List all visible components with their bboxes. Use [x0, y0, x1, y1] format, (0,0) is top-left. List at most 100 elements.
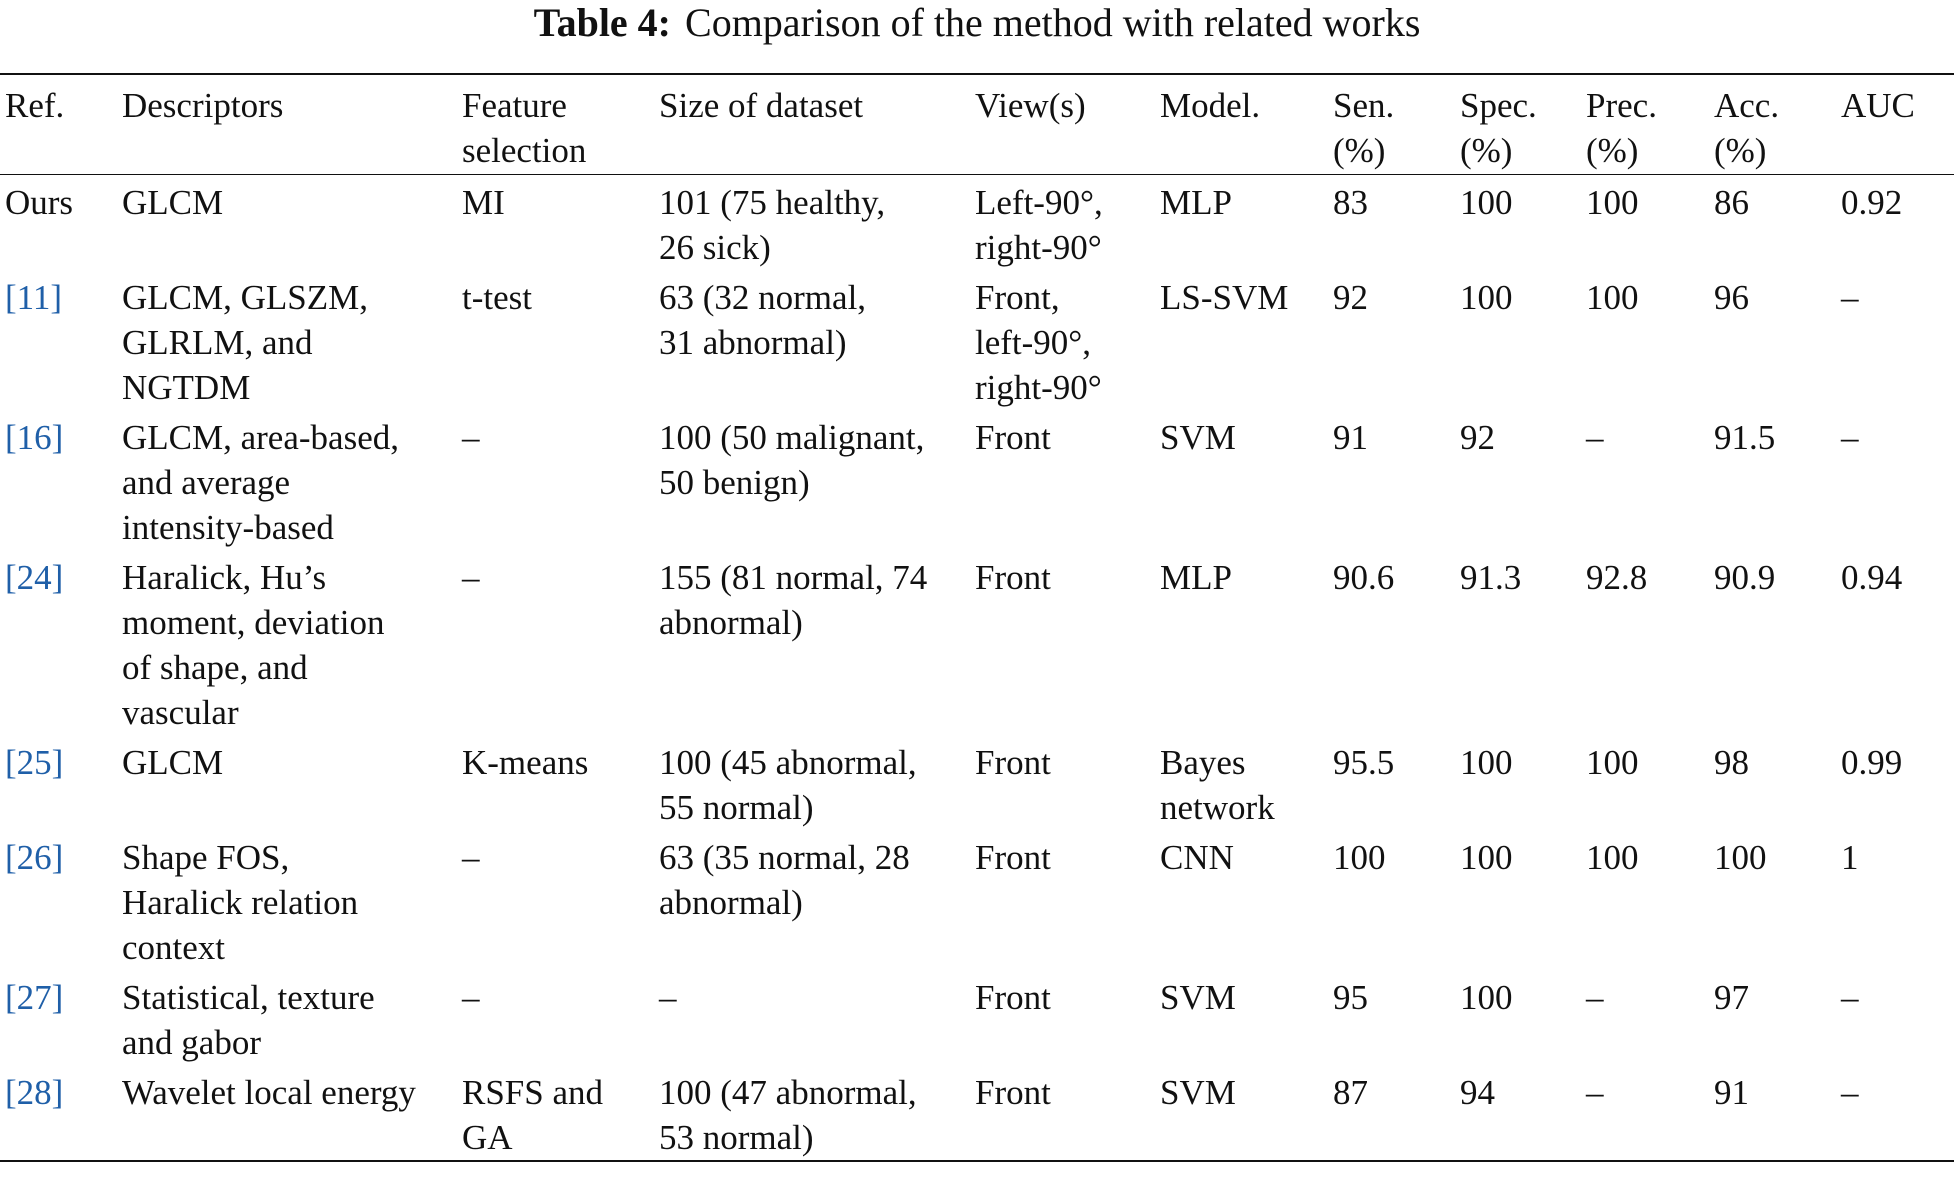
table-cell: Front	[970, 735, 1155, 830]
cell-line: 31 abnormal)	[659, 323, 847, 362]
cell-line: Front,	[975, 278, 1060, 317]
cell-line: 100	[1586, 278, 1639, 317]
table-cell: 155 (81 normal, 74 abnormal)	[654, 550, 970, 735]
table-row: [24] Haralick, Hu’s moment, deviation of sh…	[0, 550, 1954, 735]
cell-line: Ref.	[5, 86, 65, 125]
cell-line: moment, deviation	[122, 603, 385, 642]
table-row: [16] GLCM, area-based, and average intensit…	[0, 410, 1954, 550]
cell-line: 100	[1586, 743, 1639, 782]
table-cell: Wavelet local energy	[117, 1065, 457, 1161]
ref-cell: [16]	[0, 410, 117, 550]
cell-line: 100	[1460, 978, 1513, 1017]
cell-line: Bayes	[1160, 743, 1246, 782]
cell-line: (%)	[1714, 131, 1767, 170]
cell-line: abnormal)	[659, 603, 803, 642]
cell-line: [16]	[5, 418, 64, 457]
table-cell: 100	[1455, 970, 1581, 1065]
table-cell: MLP	[1155, 550, 1328, 735]
cell-line: 0.94	[1841, 558, 1903, 597]
cell-line: –	[1586, 418, 1604, 457]
table-cell: 87	[1328, 1065, 1455, 1161]
table-cell: K-means	[457, 735, 654, 830]
table-cell: 92	[1455, 410, 1581, 550]
cell-line: (%)	[1460, 131, 1513, 170]
cell-line: selection	[462, 131, 587, 170]
cell-line: 91.5	[1714, 418, 1776, 457]
table-cell: 90.9	[1709, 550, 1836, 735]
cell-line: 100	[1460, 838, 1513, 877]
cell-line: 100	[1586, 838, 1639, 877]
table-cell: GLCM, GLSZM, GLRLM, and NGTDM	[117, 270, 457, 410]
table-cell: 91.3	[1455, 550, 1581, 735]
cell-line: –	[462, 418, 480, 457]
caption-text: Comparison of the method with related wo…	[685, 0, 1421, 45]
cell-line: Front	[975, 838, 1051, 877]
cell-line: [27]	[5, 978, 64, 1017]
ref-cell: [24]	[0, 550, 117, 735]
cell-line: 50 benign)	[659, 463, 810, 502]
header-cell: Acc. (%)	[1709, 74, 1836, 175]
cell-line: Front	[975, 743, 1051, 782]
cell-line: 91.3	[1460, 558, 1522, 597]
cell-line: Statistical, texture	[122, 978, 375, 1017]
cell-line: SVM	[1160, 418, 1236, 457]
table-cell: 100	[1709, 830, 1836, 970]
table-cell: 95	[1328, 970, 1455, 1065]
cell-line: 26 sick)	[659, 228, 771, 267]
table-cell: –	[457, 830, 654, 970]
table-cell: MI	[457, 175, 654, 271]
ref-cell: [25]	[0, 735, 117, 830]
cell-line: Descriptors	[122, 86, 284, 125]
table-cell: 92.8	[1581, 550, 1709, 735]
cell-line: GLCM	[122, 183, 224, 222]
cell-line: 92	[1460, 418, 1495, 457]
table-cell: 1	[1836, 830, 1954, 970]
table-cell: 100	[1581, 270, 1709, 410]
cell-line: MI	[462, 183, 505, 222]
comparison-table: Ref. Descriptors Feature selection Size of d…	[0, 73, 1954, 1162]
cell-line: 92.8	[1586, 558, 1648, 597]
cell-line: 63 (32 normal,	[659, 278, 867, 317]
cell-line: –	[462, 838, 480, 877]
cell-line: 155 (81 normal, 74	[659, 558, 928, 597]
table-cell: Left-90°, right-90°	[970, 175, 1155, 271]
header-row: Ref. Descriptors Feature selection Size of d…	[0, 74, 1954, 175]
table-row: [25] GLCM K-means 100 (45 abnormal, 55 norma…	[0, 735, 1954, 830]
table-cell: –	[1836, 1065, 1954, 1161]
table-cell: Front	[970, 970, 1155, 1065]
cell-line: Feature	[462, 86, 567, 125]
table-cell: 100	[1455, 175, 1581, 271]
cell-line: NGTDM	[122, 368, 251, 407]
cell-line: MLP	[1160, 183, 1232, 222]
table-cell: CNN	[1155, 830, 1328, 970]
table-cell: 83	[1328, 175, 1455, 271]
table-cell: 97	[1709, 970, 1836, 1065]
cell-line: Model.	[1160, 86, 1261, 125]
cell-line: SVM	[1160, 978, 1236, 1017]
cell-line: 100	[1333, 838, 1386, 877]
cell-line: RSFS and	[462, 1073, 604, 1112]
cell-line: Spec.	[1460, 86, 1537, 125]
cell-line: [24]	[5, 558, 64, 597]
cell-line: 95	[1333, 978, 1368, 1017]
table-cell: GLCM	[117, 735, 457, 830]
ref-cell: [11]	[0, 270, 117, 410]
table-cell: GLCM	[117, 175, 457, 271]
cell-line: 53 normal)	[659, 1118, 814, 1157]
cell-line: View(s)	[975, 86, 1086, 125]
header-cell: Size of dataset	[654, 74, 970, 175]
header-cell: Descriptors	[117, 74, 457, 175]
cell-line: Size of dataset	[659, 86, 864, 125]
cell-line: GLCM, area-based,	[122, 418, 399, 457]
cell-line: 100 (50 malignant,	[659, 418, 925, 457]
cell-line: MLP	[1160, 558, 1232, 597]
table-header: Ref. Descriptors Feature selection Size of d…	[0, 74, 1954, 175]
table-cell: –	[654, 970, 970, 1065]
cell-line: 95.5	[1333, 743, 1395, 782]
cell-line: 101 (75 healthy,	[659, 183, 886, 222]
table-cell: 100	[1455, 830, 1581, 970]
cell-line: abnormal)	[659, 883, 803, 922]
cell-line: (%)	[1333, 131, 1386, 170]
table-cell: SVM	[1155, 1065, 1328, 1161]
cell-line: 91	[1714, 1073, 1749, 1112]
